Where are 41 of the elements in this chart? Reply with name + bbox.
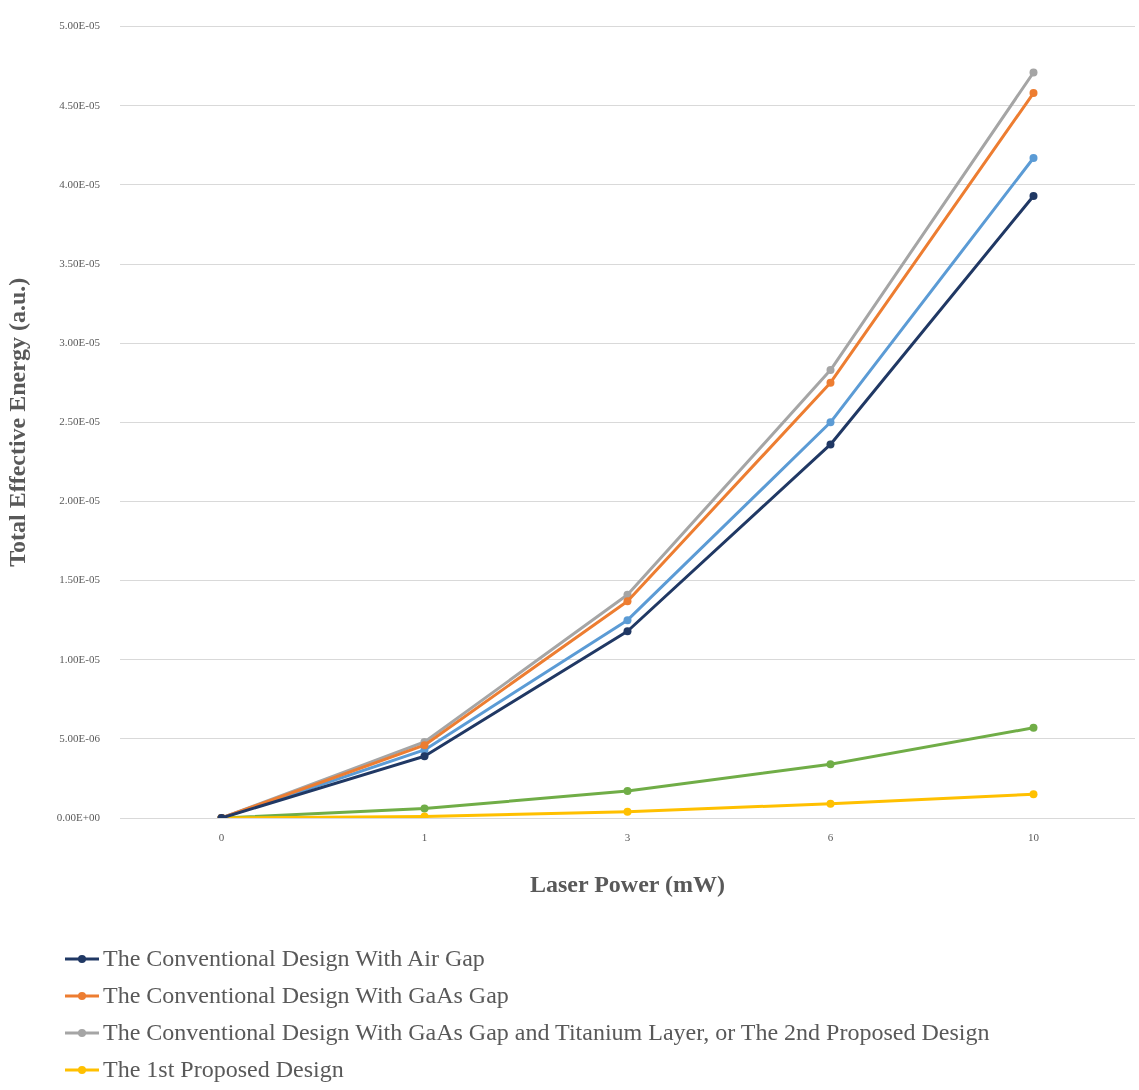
x-tick-label: 0: [218, 831, 225, 844]
point: [1029, 191, 1038, 200]
y-tick-label: 2.00E-05: [59, 494, 101, 507]
y-tick-label: 1.00E-05: [59, 652, 101, 665]
legend-label: The Conventional Design With GaAs Gap: [103, 982, 509, 1009]
y-tick-label: 5.00E-06: [59, 731, 101, 744]
x-tick-label: 10: [1028, 831, 1040, 844]
point: [826, 378, 835, 387]
point: [623, 616, 632, 625]
point: [420, 804, 429, 813]
point: [1029, 89, 1038, 98]
point: [1029, 790, 1038, 799]
y-tick-label: 4.50E-05: [59, 98, 101, 111]
point: [1029, 723, 1038, 732]
x-tick-label: 1: [421, 831, 428, 844]
point: [826, 366, 835, 375]
point: [826, 760, 835, 769]
legend-label: The Conventional Design With GaAs Gap and Titanium Layer, or The 2nd Proposed Design: [103, 1019, 990, 1046]
point: [826, 440, 835, 449]
point: [1029, 68, 1038, 77]
y-tick-label: 3.50E-05: [59, 256, 101, 269]
point: [826, 418, 835, 427]
point: [1029, 153, 1038, 162]
point: [623, 787, 632, 796]
point: [623, 807, 632, 816]
legend-label: The Conventional Design With Air Gap: [103, 945, 485, 972]
x-tick-label: 3: [624, 831, 631, 844]
y-tick-label: 2.50E-05: [59, 415, 101, 428]
x-axis-title: Laser Power (mW): [529, 870, 726, 897]
point: [420, 752, 429, 761]
point: [623, 627, 632, 636]
y-tick-label: 0.00E+00: [56, 810, 101, 823]
x-tick-label: 6: [827, 831, 834, 844]
y-tick-label: 3.00E-05: [59, 336, 101, 349]
y-tick-label: 5.00E-05: [59, 19, 101, 32]
point: [826, 799, 835, 808]
y-axis-title: Total Effective Energy (a.u.): [3, 277, 30, 567]
legend-label: The 1st Proposed Design: [103, 1056, 344, 1083]
point: [623, 597, 632, 606]
y-tick-label: 4.00E-05: [59, 177, 101, 190]
y-tick-label: 1.50E-05: [59, 573, 101, 586]
